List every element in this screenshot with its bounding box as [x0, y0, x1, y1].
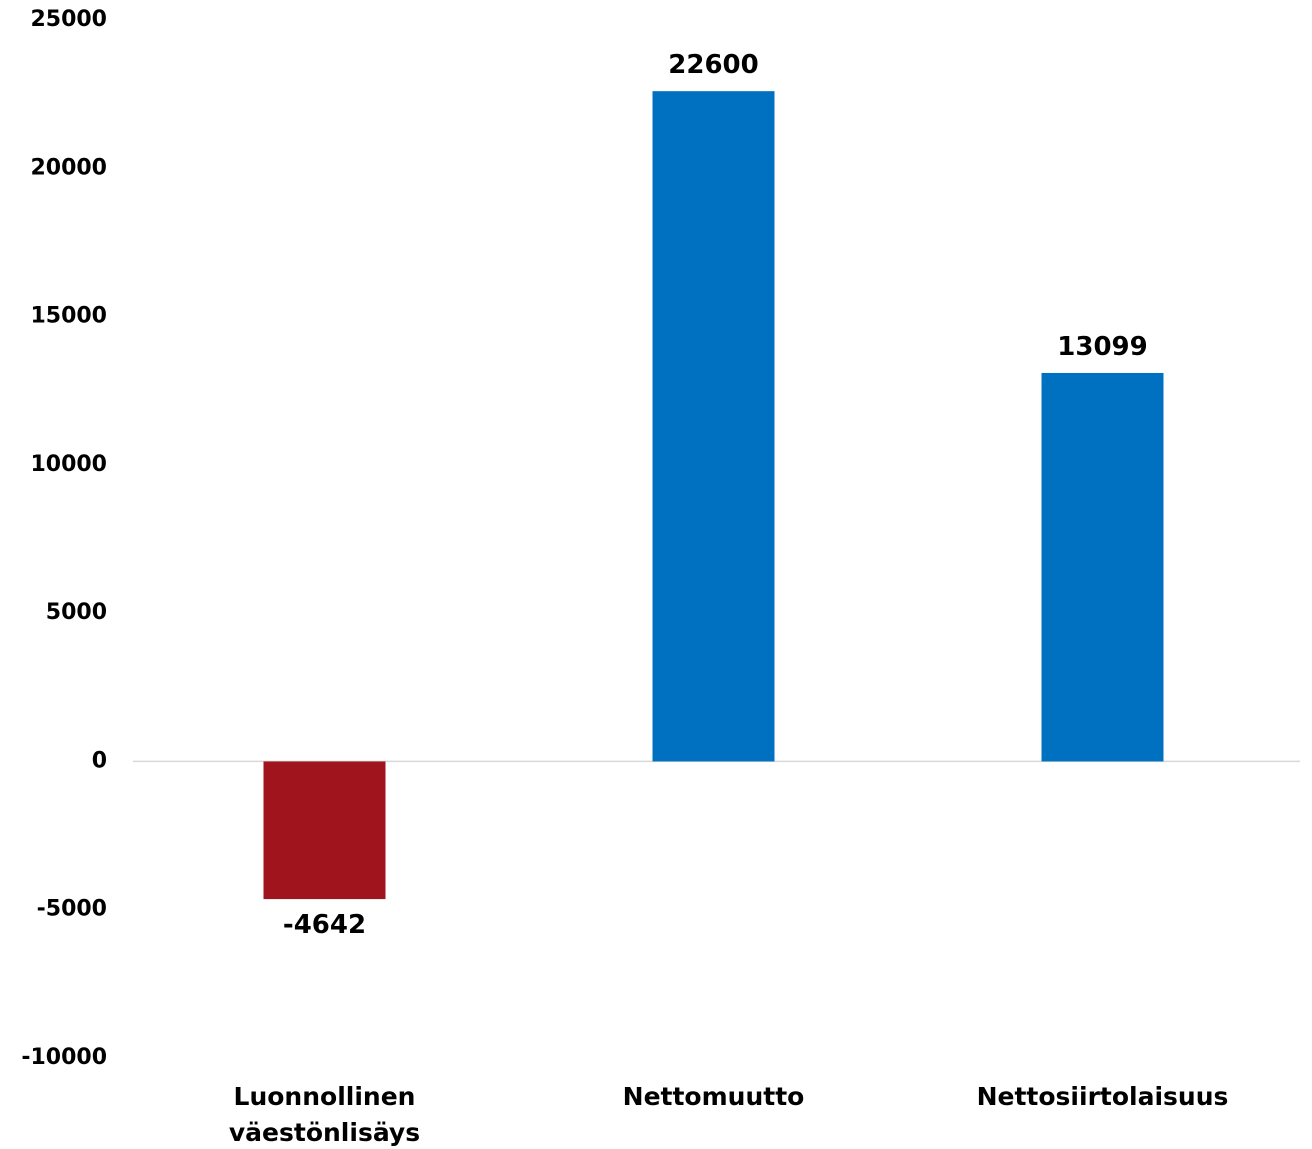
- bar: [263, 761, 386, 900]
- data-label: -4642: [283, 910, 366, 940]
- data-label: 13099: [1057, 332, 1147, 362]
- y-tick-label: 20000: [30, 155, 107, 180]
- bar: [1041, 372, 1164, 762]
- y-tick-label: -5000: [37, 897, 107, 922]
- y-tick-label: 25000: [30, 7, 107, 32]
- data-label: 22600: [668, 50, 758, 80]
- y-axis: 25000 20000 15000 10000 5000 0 -5000 -10000: [21, 7, 107, 1070]
- x-axis: Luonnollinen väestönlisäys Nettomuutto Nett…: [229, 1082, 1229, 1147]
- y-tick-label: 0: [92, 748, 107, 773]
- x-category-label: Nettomuutto: [623, 1082, 805, 1111]
- x-category-label: Nettosiirtolaisuus: [977, 1082, 1229, 1111]
- bar: [652, 91, 775, 762]
- y-tick-label: -10000: [21, 1045, 107, 1070]
- y-tick-label: 15000: [30, 304, 107, 329]
- data-labels: -4642 22600 13099: [283, 50, 1148, 940]
- x-category-label: Luonnollinen väestönlisäys: [229, 1082, 420, 1147]
- bars: [263, 91, 1164, 900]
- y-tick-label: 10000: [30, 452, 107, 477]
- y-tick-label: 5000: [46, 600, 107, 625]
